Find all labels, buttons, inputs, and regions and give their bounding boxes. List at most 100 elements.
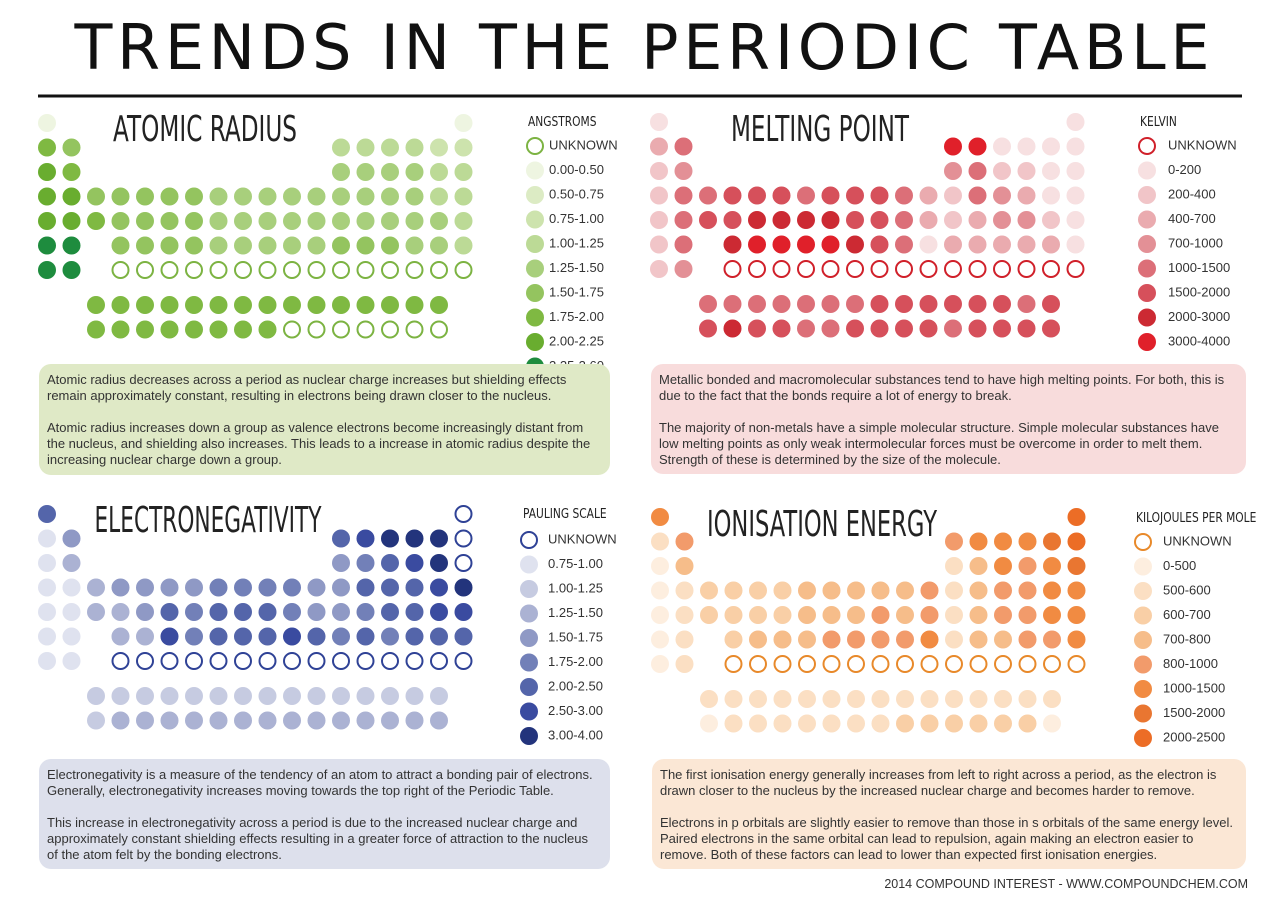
element-dot xyxy=(1042,319,1060,338)
element-dot xyxy=(38,187,56,206)
element-dot xyxy=(994,630,1012,649)
element-dot xyxy=(1042,162,1060,180)
element-dot xyxy=(234,603,252,621)
element-dot xyxy=(944,162,962,180)
element-dot xyxy=(332,261,350,279)
element-dot xyxy=(871,581,890,600)
legend-swatch xyxy=(520,629,538,647)
element-dot xyxy=(919,319,938,338)
element-dot xyxy=(821,211,840,229)
legend-label: 700-1000 xyxy=(1168,235,1223,250)
main-title: TRENDS IN THE PERIODIC TABLE xyxy=(74,11,1210,84)
legend-swatch xyxy=(526,284,544,302)
element-dot xyxy=(209,578,228,597)
legend-swatch xyxy=(1138,259,1156,278)
element-dot xyxy=(332,627,350,646)
element-dot xyxy=(87,320,105,339)
element-dot xyxy=(185,711,203,730)
element-dot xyxy=(919,295,938,313)
element-dot xyxy=(405,187,424,206)
legend-label: 1.00-1.25 xyxy=(549,235,604,250)
legend-swatch xyxy=(526,333,544,351)
element-dot xyxy=(847,630,865,649)
element-dot xyxy=(846,235,864,254)
element-dot xyxy=(454,627,473,646)
element-dot xyxy=(234,296,252,314)
element-dot xyxy=(283,236,301,255)
element-dot xyxy=(1017,295,1036,313)
element-dot xyxy=(405,320,424,339)
element-dot xyxy=(160,687,179,705)
element-dot xyxy=(185,261,203,279)
element-dot xyxy=(650,113,668,131)
element-dot xyxy=(430,261,448,279)
legend-title: KILOJOULES PER MOLE xyxy=(1136,510,1256,525)
element-dot xyxy=(1066,162,1085,180)
legend-swatch xyxy=(520,531,538,549)
element-dot xyxy=(675,606,694,624)
element-dot xyxy=(356,236,375,255)
element-dot xyxy=(185,212,203,230)
element-dot xyxy=(650,137,668,156)
element-dot xyxy=(1017,235,1036,254)
element-dot xyxy=(871,714,890,733)
legend-label: 0.50-0.75 xyxy=(549,186,604,201)
element-dot xyxy=(993,260,1011,278)
legend-swatch xyxy=(520,580,538,598)
element-dot xyxy=(724,581,743,600)
element-dot xyxy=(381,529,399,548)
element-dot xyxy=(896,581,914,600)
legend-swatch xyxy=(1138,333,1156,351)
legend-label: UNKNOWN xyxy=(548,531,617,546)
element-dot xyxy=(993,186,1011,205)
element-dot xyxy=(136,212,154,230)
element-dot xyxy=(674,211,693,229)
element-dot xyxy=(454,236,473,255)
element-dot xyxy=(405,603,424,621)
legend-swatch xyxy=(1138,137,1156,155)
element-dot xyxy=(1042,186,1060,205)
element-dot xyxy=(798,690,816,708)
element-dot xyxy=(381,261,399,279)
element-dot xyxy=(258,687,277,705)
element-dot xyxy=(1042,211,1060,229)
element-dot xyxy=(651,581,669,600)
element-dot xyxy=(651,655,669,673)
element-dot xyxy=(381,652,399,670)
element-dot xyxy=(944,260,962,278)
element-dot xyxy=(749,630,767,649)
element-dot xyxy=(748,211,766,229)
element-dot xyxy=(258,296,277,314)
legend-swatch xyxy=(1134,655,1152,674)
legend-swatch xyxy=(1134,729,1152,747)
element-dot xyxy=(1017,162,1036,180)
element-dot xyxy=(797,260,815,278)
element-dot xyxy=(920,581,939,600)
element-dot xyxy=(773,630,792,649)
element-dot xyxy=(1017,137,1036,156)
element-dot xyxy=(846,319,864,338)
element-dot xyxy=(1067,532,1086,551)
legend-label: 600-700 xyxy=(1163,607,1211,622)
element-dot xyxy=(650,235,668,254)
element-dot xyxy=(38,652,56,670)
element-dot xyxy=(38,627,56,646)
element-dot xyxy=(430,236,448,255)
element-dot xyxy=(332,236,350,255)
element-dot xyxy=(896,714,914,733)
element-dot xyxy=(111,320,130,339)
element-dot xyxy=(944,211,962,229)
element-dot xyxy=(160,212,179,230)
element-dot xyxy=(994,606,1012,624)
element-dot xyxy=(185,187,203,206)
element-dot xyxy=(454,578,473,597)
element-dot xyxy=(724,714,743,733)
element-dot xyxy=(356,296,375,314)
element-dot xyxy=(62,554,81,572)
element-dot xyxy=(160,603,179,621)
element-dot xyxy=(651,557,669,575)
element-dot xyxy=(405,261,424,279)
element-dot xyxy=(38,578,56,597)
element-dot xyxy=(700,714,718,733)
element-dot xyxy=(1042,235,1060,254)
